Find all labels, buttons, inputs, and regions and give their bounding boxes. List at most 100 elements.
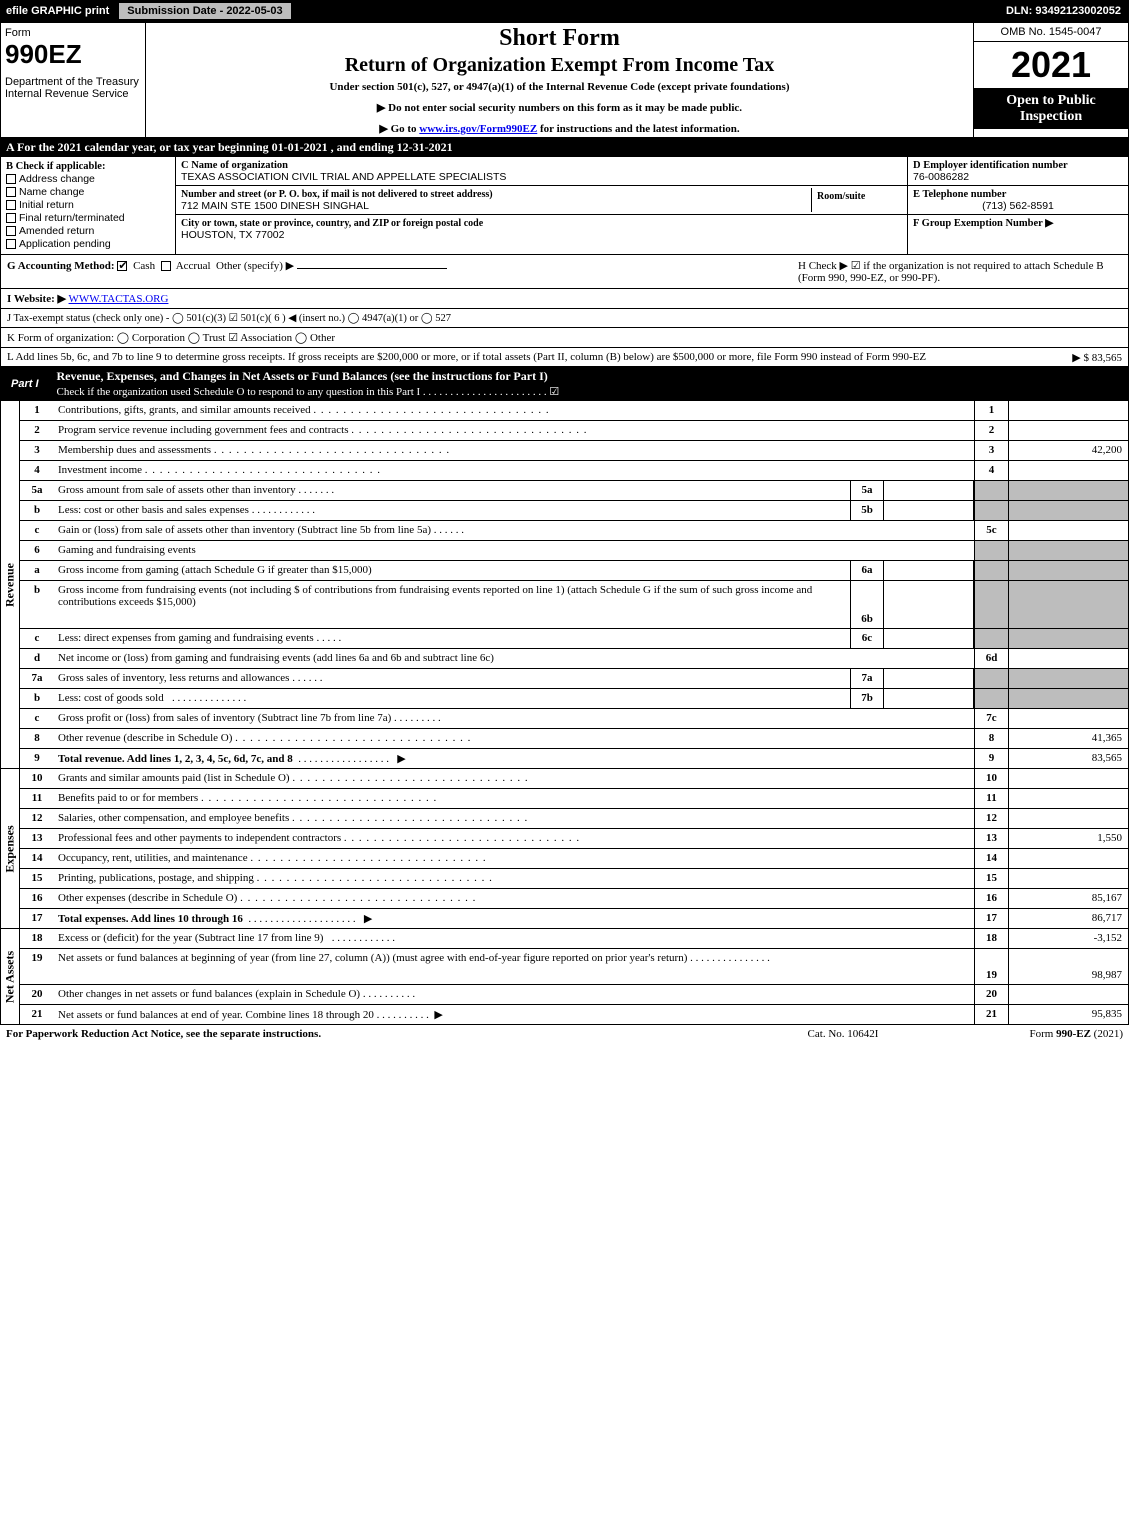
ein-cell: D Employer identification number 76-0086… <box>908 157 1128 186</box>
row-l: L Add lines 5b, 6c, and 7b to line 9 to … <box>0 348 1129 367</box>
line-6a: aGross income from gaming (attach Schedu… <box>20 561 1128 581</box>
line-21: 21Net assets or fund balances at end of … <box>20 1005 1128 1025</box>
check-address-change[interactable]: Address change <box>6 173 170 185</box>
org-name-cell: C Name of organization TEXAS ASSOCIATION… <box>176 157 907 186</box>
line-5a: 5aGross amount from sale of assets other… <box>20 481 1128 501</box>
form-word: Form <box>5 27 141 39</box>
line-17: 17Total expenses. Add lines 10 through 1… <box>20 909 1128 929</box>
ein-header: D Employer identification number <box>913 160 1068 171</box>
check-application-pending[interactable]: Application pending <box>6 238 170 250</box>
row-a: A For the 2021 calendar year, or tax yea… <box>0 138 1129 157</box>
row-l-text: L Add lines 5b, 6c, and 7b to line 9 to … <box>7 351 926 363</box>
form-title-2: Return of Organization Exempt From Incom… <box>154 54 965 77</box>
other-label: Other (specify) ▶ <box>216 260 294 272</box>
line-7b: bLess: cost of goods sold . . . . . . . … <box>20 689 1128 709</box>
part-1-sub: Check if the organization used Schedule … <box>57 386 560 398</box>
box-b: B Check if applicable: Address change Na… <box>1 157 176 254</box>
row-l-amount: ▶ $ 83,565 <box>1072 351 1122 364</box>
line-8: 8Other revenue (describe in Schedule O) … <box>20 729 1128 749</box>
bullet-1: ▶ Do not enter social security numbers o… <box>154 101 965 114</box>
revenue-lines: 1Contributions, gifts, grants, and simil… <box>20 401 1129 769</box>
line-5b: bLess: cost or other basis and sales exp… <box>20 501 1128 521</box>
box-c: C Name of organization TEXAS ASSOCIATION… <box>176 157 908 254</box>
line-15: 15Printing, publications, postage, and s… <box>20 869 1128 889</box>
row-i-label: I Website: ▶ <box>7 293 66 305</box>
org-name: TEXAS ASSOCIATION CIVIL TRIAL AND APPELL… <box>181 171 506 183</box>
address-value: 712 MAIN STE 1500 DINESH SINGHAL <box>181 200 369 212</box>
form-number: 990EZ <box>5 39 141 70</box>
expenses-tab: Expenses <box>0 769 20 929</box>
box-b-label: B Check if applicable: <box>6 161 105 172</box>
check-final-return[interactable]: Final return/terminated <box>6 212 170 224</box>
footer-form-ref: Form 990-EZ (2021) <box>943 1028 1123 1040</box>
line-7a: 7aGross sales of inventory, less returns… <box>20 669 1128 689</box>
submission-date: Submission Date - 2022-05-03 <box>119 3 290 19</box>
efile-label: efile GRAPHIC print <box>0 5 115 17</box>
telephone-value: (713) 562-8591 <box>913 200 1123 212</box>
check-amended-return[interactable]: Amended return <box>6 225 170 237</box>
net-assets-tab: Net Assets <box>0 929 20 1025</box>
address-row: Number and street (or P. O. box, if mail… <box>176 186 907 215</box>
line-16: 16Other expenses (describe in Schedule O… <box>20 889 1128 909</box>
line-7c: cGross profit or (loss) from sales of in… <box>20 709 1128 729</box>
org-name-header: C Name of organization <box>181 160 288 171</box>
top-bar: efile GRAPHIC print Submission Date - 20… <box>0 0 1129 22</box>
footer-catalog: Cat. No. 10642I <box>743 1028 943 1040</box>
check-cash[interactable] <box>117 261 127 271</box>
line-4: 4Investment income 4 <box>20 461 1128 481</box>
line-12: 12Salaries, other compensation, and empl… <box>20 809 1128 829</box>
telephone-header: E Telephone number <box>913 189 1006 200</box>
footer-left: For Paperwork Reduction Act Notice, see … <box>6 1028 743 1040</box>
omb-number: OMB No. 1545-0047 <box>974 23 1128 42</box>
inspection-label: Open to Public Inspection <box>974 89 1128 129</box>
city-header: City or town, state or province, country… <box>181 218 483 229</box>
line-20: 20Other changes in net assets or fund ba… <box>20 985 1128 1005</box>
line-18: 18Excess or (deficit) for the year (Subt… <box>20 929 1128 949</box>
page-footer: For Paperwork Reduction Act Notice, see … <box>0 1025 1129 1043</box>
website-link[interactable]: WWW.TACTAS.ORG <box>69 293 169 305</box>
part-1-bar: Part I Revenue, Expenses, and Changes in… <box>0 367 1129 401</box>
row-k: K Form of organization: ◯ Corporation ◯ … <box>0 328 1129 348</box>
irs-link[interactable]: www.irs.gov/Form990EZ <box>419 123 537 135</box>
telephone-cell: E Telephone number (713) 562-8591 <box>908 186 1128 215</box>
ein-value: 76-0086282 <box>913 171 969 183</box>
check-initial-return[interactable]: Initial return <box>6 199 170 211</box>
line-1: 1Contributions, gifts, grants, and simil… <box>20 401 1128 421</box>
line-19: 19Net assets or fund balances at beginni… <box>20 949 1128 985</box>
box-d-e-f: D Employer identification number 76-0086… <box>908 157 1128 254</box>
line-5c: cGain or (loss) from sale of assets othe… <box>20 521 1128 541</box>
net-assets-lines: 18Excess or (deficit) for the year (Subt… <box>20 929 1129 1025</box>
row-g-h: G Accounting Method: Cash Accrual Other … <box>0 255 1129 289</box>
line-11: 11Benefits paid to or for members 11 <box>20 789 1128 809</box>
department-label: Department of the Treasury Internal Reve… <box>5 76 141 100</box>
row-i: I Website: ▶ WWW.TACTAS.ORG <box>0 289 1129 309</box>
line-13: 13Professional fees and other payments t… <box>20 829 1128 849</box>
check-accrual[interactable] <box>161 261 171 271</box>
header-right: OMB No. 1545-0047 2021 Open to Public In… <box>973 23 1128 137</box>
dln-label: DLN: 93492123002052 <box>998 5 1129 17</box>
part-1-label: Part I <box>1 376 49 392</box>
check-name-change[interactable]: Name change <box>6 186 170 198</box>
city-value: HOUSTON, TX 77002 <box>181 229 285 241</box>
line-6c: cLess: direct expenses from gaming and f… <box>20 629 1128 649</box>
tax-year: 2021 <box>974 42 1128 89</box>
group-exemption-cell: F Group Exemption Number ▶ <box>908 215 1128 231</box>
form-subtitle: Under section 501(c), 527, or 4947(a)(1)… <box>154 81 965 93</box>
row-g: G Accounting Method: Cash Accrual Other … <box>1 255 788 288</box>
line-9: 9Total revenue. Add lines 1, 2, 3, 4, 5c… <box>20 749 1128 769</box>
row-h: H Check ▶ ☑ if the organization is not r… <box>788 255 1128 288</box>
city-cell: City or town, state or province, country… <box>176 215 907 243</box>
bullet-2-pre: ▶ Go to <box>379 123 419 135</box>
line-14: 14Occupancy, rent, utilities, and mainte… <box>20 849 1128 869</box>
line-6: 6Gaming and fundraising events <box>20 541 1128 561</box>
row-j: J Tax-exempt status (check only one) - ◯… <box>0 309 1129 328</box>
line-6b: bGross income from fundraising events (n… <box>20 581 1128 629</box>
form-title-1: Short Form <box>154 25 965 52</box>
line-10: 10Grants and similar amounts paid (list … <box>20 769 1128 789</box>
line-3: 3Membership dues and assessments 342,200 <box>20 441 1128 461</box>
form-header: Form 990EZ Department of the Treasury In… <box>0 22 1129 138</box>
revenue-tab: Revenue <box>0 401 20 769</box>
header-center: Short Form Return of Organization Exempt… <box>146 23 973 137</box>
bullet-2: ▶ Go to www.irs.gov/Form990EZ for instru… <box>154 122 965 135</box>
bullet-2-post: for instructions and the latest informat… <box>537 123 739 135</box>
